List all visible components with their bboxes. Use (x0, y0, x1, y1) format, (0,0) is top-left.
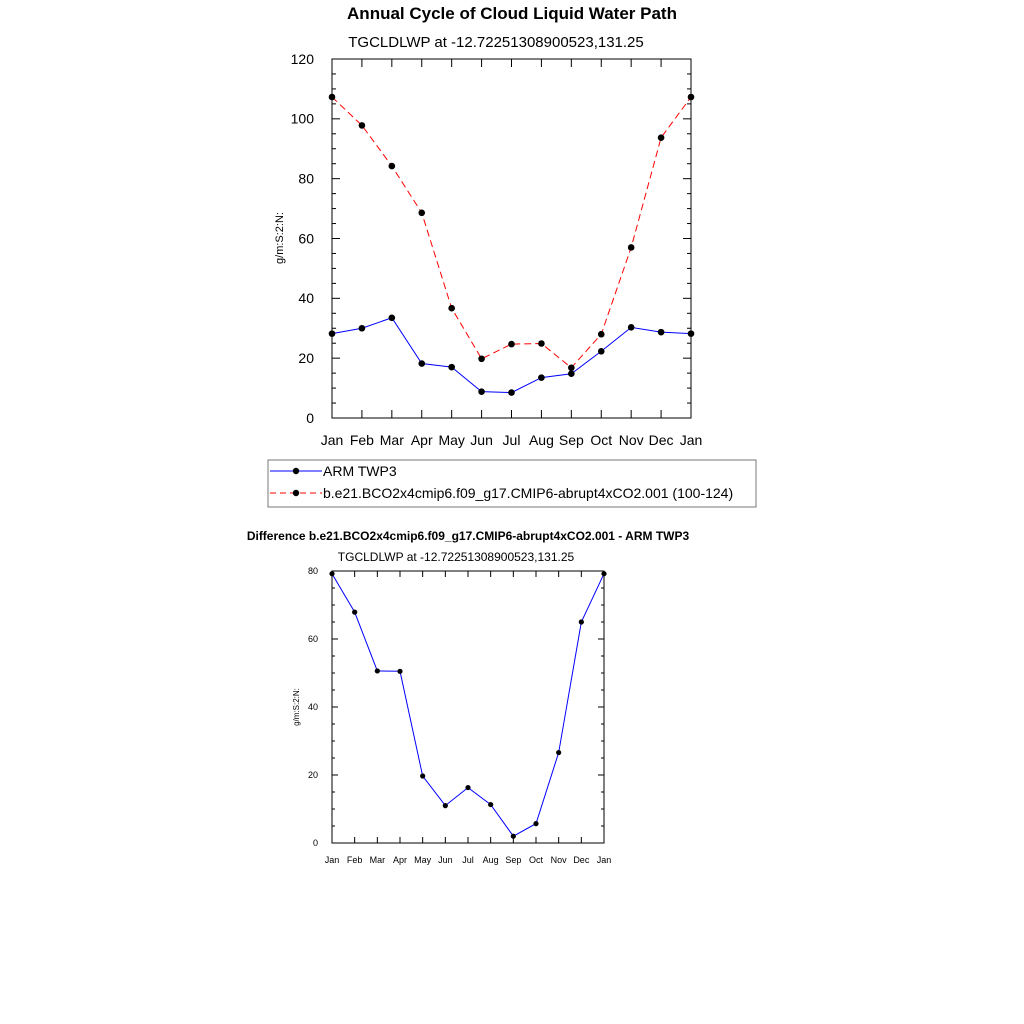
top-chart-xtick-label: Dec (649, 432, 674, 448)
bottom-chart-xtick-label: Mar (370, 855, 386, 865)
top-chart-xtick-label: Jun (470, 432, 493, 448)
top-chart-ytick-label: 100 (291, 111, 315, 127)
legend-marker-model (292, 489, 300, 497)
top-chart-ytick-label: 0 (306, 410, 314, 426)
bottom-chart-ylabel: g/m:S:2:N: (292, 688, 301, 726)
bottom-chart-xtick-label: May (414, 855, 432, 865)
top-chart: TGCLDLWP at -12.72251308900523,131.25 g/… (274, 34, 702, 448)
top-chart-ytick-label: 60 (298, 230, 314, 246)
bottom-chart-ytick-label: 60 (308, 634, 318, 644)
top-chart-series-1-point (388, 162, 396, 170)
bottom-chart-series-0-point (533, 821, 539, 827)
top-chart-series-0-point (568, 370, 575, 378)
bottom-chart-xtick-label: Feb (347, 855, 363, 865)
bottom-chart-xtick-label: Jan (597, 855, 612, 865)
top-chart-xtick-label: Aug (529, 432, 554, 448)
bottom-chart-series-0-point (374, 668, 380, 674)
top-chart-series-0-point (418, 360, 426, 367)
top-chart-ytick-label: 120 (291, 51, 315, 67)
top-chart-series-0-point (478, 388, 485, 395)
top-chart-series-0-point (448, 363, 455, 371)
bottom-chart-xtick-label: Jan (325, 855, 340, 865)
top-chart-xtick-label: Jul (503, 432, 521, 448)
top-chart-xtick-label: Apr (411, 432, 433, 448)
top-chart-plot-frame (331, 58, 692, 419)
bottom-chart-series-0-point (556, 749, 562, 756)
top-chart-xtick-label: Jan (680, 432, 703, 448)
bottom-chart-ytick-label: 0 (313, 838, 318, 848)
top-chart-series-0-point (597, 347, 605, 355)
bottom-chart-xtick-label: Sep (505, 855, 521, 865)
top-chart-ytick-label: 40 (298, 290, 314, 306)
legend-label-arm: ARM TWP3 (323, 463, 397, 479)
bottom-chart-series-0-point (578, 619, 584, 625)
bottom-chart-xtick-label: Jun (438, 855, 453, 865)
top-chart-series-1-point (687, 93, 695, 101)
top-chart-series-0-point (328, 330, 336, 337)
top-chart-ytick-label: 20 (298, 350, 314, 366)
top-chart-series-1-point (418, 209, 426, 217)
top-chart-ylabel: g/m:S:2:N: (274, 212, 286, 264)
legend-label-model: b.e21.BCO2x4cmip6.f09_g17.CMIP6-abrupt4x… (323, 485, 733, 501)
top-chart-xtick-label: Oct (590, 432, 612, 448)
legend-box (267, 459, 757, 508)
bottom-chart-title: Difference b.e21.BCO2x4cmip6.f09_g17.CMI… (247, 529, 690, 543)
top-chart-series-1-point (657, 134, 665, 141)
bottom-chart-series-0-point (601, 571, 607, 577)
top-chart-series-0-point (657, 328, 665, 336)
bottom-chart-subtitle: TGCLDLWP at -12.72251308900523,131.25 (338, 550, 575, 564)
bottom-chart-series-0-point (488, 801, 494, 808)
bottom-chart-xtick-label: Aug (483, 855, 499, 865)
top-chart-xtick-label: Sep (559, 432, 584, 448)
top-chart-xtick-label: May (438, 432, 464, 448)
top-chart-xtick-label: Mar (380, 432, 404, 448)
top-chart-series-0-point (508, 389, 515, 396)
top-chart-series-1-point (448, 304, 455, 312)
bottom-chart: Difference b.e21.BCO2x4cmip6.f09_g17.CMI… (247, 529, 690, 865)
bottom-chart-xtick-label: Nov (551, 855, 568, 865)
top-chart-series-1-point (508, 340, 515, 348)
top-chart-series-0-point (627, 324, 635, 331)
bottom-chart-plot-frame (331, 570, 605, 844)
bottom-chart-series-0-point (420, 773, 426, 779)
bottom-chart-xtick-label: Jul (462, 855, 474, 865)
bottom-chart-series-0-point (352, 609, 358, 615)
top-chart-series-line-0 (331, 317, 692, 394)
bottom-chart-series-0-point (442, 803, 448, 809)
top-chart-series-1-point (538, 340, 545, 347)
legend: ARM TWP3 b.e21.BCO2x4cmip6.f09_g17.CMIP6… (267, 459, 757, 508)
top-chart-series-0-point (687, 330, 695, 337)
top-chart-series-0-point (538, 374, 545, 381)
bottom-chart-series-0-point (465, 784, 471, 791)
top-chart-subtitle: TGCLDLWP at -12.72251308900523,131.25 (348, 34, 644, 51)
top-chart-series-1-point (358, 122, 366, 129)
bottom-chart-series-0-point (510, 833, 516, 839)
top-chart-series-0-point (388, 314, 396, 322)
top-chart-series-1-point (597, 330, 605, 338)
bottom-chart-xtick-label: Dec (573, 855, 590, 865)
legend-marker-arm (292, 467, 300, 475)
top-chart-xtick-label: Jan (321, 432, 344, 448)
bottom-chart-ytick-label: 80 (308, 566, 318, 576)
top-chart-ytick-label: 80 (298, 171, 314, 187)
top-chart-series-1-point (568, 364, 575, 372)
top-chart-xtick-label: Feb (350, 432, 374, 448)
bottom-chart-ytick-label: 20 (308, 770, 318, 780)
top-chart-series-0-point (358, 324, 366, 332)
top-chart-series-1-point (478, 355, 485, 363)
top-chart-series-line-1 (331, 96, 692, 369)
bottom-chart-series-0-point (397, 668, 403, 674)
top-chart-xtick-label: Nov (619, 432, 644, 448)
top-chart-series-1-point (627, 244, 635, 251)
bottom-chart-ytick-label: 40 (308, 702, 318, 712)
bottom-chart-series-line-0 (331, 573, 605, 837)
main-title: Annual Cycle of Cloud Liquid Water Path (347, 4, 677, 23)
bottom-chart-xtick-label: Oct (529, 855, 544, 865)
top-chart-series-1-point (328, 93, 336, 101)
bottom-chart-xtick-label: Apr (393, 855, 407, 865)
bottom-chart-series-0-point (329, 571, 335, 577)
